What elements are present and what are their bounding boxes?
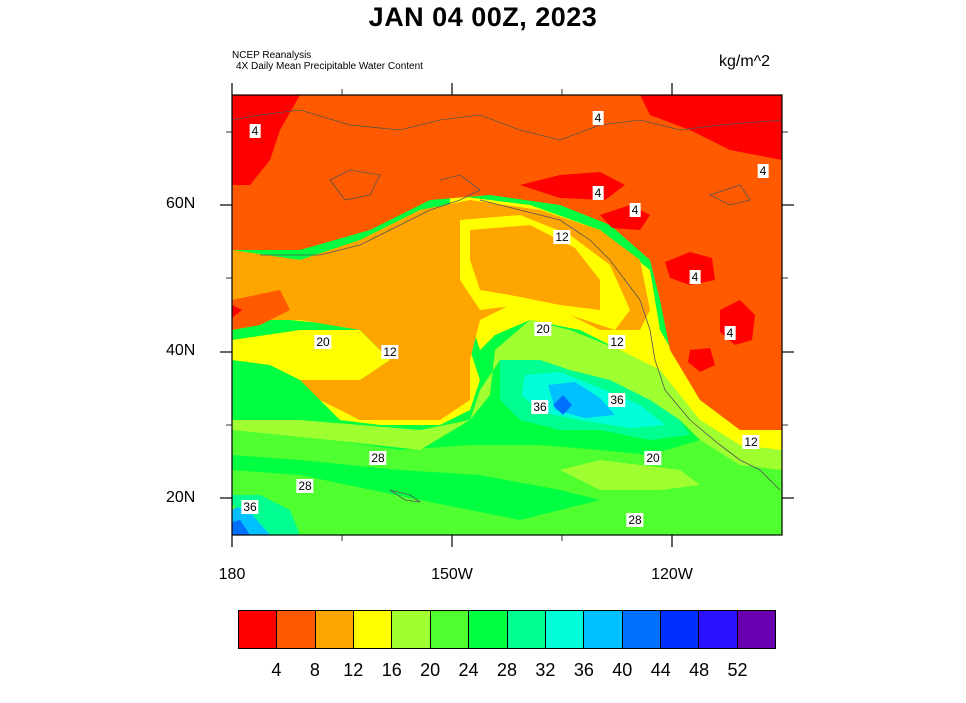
contour-label: 36 — [241, 500, 259, 514]
coastlines — [232, 109, 782, 503]
band-20-east — [560, 460, 700, 490]
plume-44 — [553, 395, 572, 415]
source-line-1: NCEP Reanalysis — [232, 50, 312, 61]
axis-ticks — [220, 83, 794, 547]
colorbar — [238, 610, 776, 649]
band-12-inner — [470, 225, 600, 310]
contour-label: 36 — [531, 400, 549, 414]
colorbar-label: 20 — [420, 660, 441, 680]
colorbar-label: 24 — [458, 660, 479, 680]
map-title: JAN 04 00Z, 2023 — [368, 2, 598, 32]
band-20 — [232, 320, 782, 470]
colorbar-label: 32 — [535, 660, 556, 680]
band-4-nw — [232, 95, 300, 185]
source-line-2: 4X Daily Mean Precipitable Water Content — [236, 61, 423, 72]
lon-label-120w: 120W — [651, 566, 693, 583]
contour-label: 36 — [608, 393, 626, 407]
colorbar-swatch — [239, 611, 278, 648]
contour-label: 12 — [553, 230, 571, 244]
colorbar-label: 28 — [496, 660, 518, 680]
band-8-west — [232, 290, 290, 330]
map-frame — [231, 94, 783, 536]
colorbar-label: 52 — [727, 660, 748, 680]
colorbar-label: 44 — [650, 660, 671, 680]
colorbar-label: 40 — [612, 660, 633, 680]
contour-label: 20 — [314, 335, 332, 349]
colorbar-label: 12 — [343, 660, 364, 680]
contour-label: 28 — [626, 513, 644, 527]
colorbar-label: 48 — [689, 660, 710, 680]
lat-label-20n: 20N — [166, 489, 196, 506]
colorbar-swatch — [430, 611, 470, 648]
contour-label: 12 — [381, 345, 399, 359]
contour-label: 4 — [592, 186, 604, 200]
colorbar-swatch — [660, 611, 700, 648]
band-4-ne — [640, 95, 782, 160]
colorbar-label: 36 — [573, 660, 594, 680]
contour-label: 12 — [608, 335, 626, 349]
colorbar-swatch — [545, 611, 585, 648]
lon-label-150w: 150W — [431, 566, 473, 583]
lon-label-180: 180 — [218, 566, 246, 583]
contour-label: 4 — [249, 124, 261, 138]
contour-label: 4 — [757, 164, 769, 178]
contour-label: 4 — [592, 111, 604, 125]
colorbar-swatch — [315, 611, 355, 648]
colorbar-swatch — [699, 611, 738, 648]
minor-ticks — [226, 89, 788, 541]
data-source-note: NCEP Reanalysis 4X Daily Mean Precipitab… — [232, 50, 423, 72]
contour-label: 20 — [644, 451, 662, 465]
colorbar-label: 16 — [381, 660, 402, 680]
contour-label: 12 — [742, 435, 760, 449]
colorbar-swatch — [392, 611, 431, 648]
band-16-west — [232, 330, 390, 380]
band-4-basin — [688, 348, 715, 372]
contour-label: 28 — [369, 451, 387, 465]
filled-contours — [232, 95, 782, 535]
contour-label: 4 — [689, 270, 701, 284]
colorbar-swatch — [469, 611, 508, 648]
lat-label-60n: 60N — [166, 195, 196, 212]
corner-44 — [232, 520, 250, 535]
contour-label: 20 — [534, 322, 552, 336]
colorbar-swatch — [584, 611, 623, 648]
colorbar-swatch — [277, 611, 316, 648]
units-label: kg/m^2 — [719, 53, 771, 70]
band-4-interior — [665, 252, 715, 285]
colorbar-swatch — [622, 611, 661, 648]
band-8 — [232, 95, 782, 430]
contour-label: 4 — [724, 326, 736, 340]
colorbar-swatch — [507, 611, 546, 648]
contour-label: 4 — [629, 203, 641, 217]
lat-label-40n: 40N — [166, 342, 196, 359]
colorbar-label: 4 — [271, 660, 282, 680]
colorbar-label: 8 — [309, 660, 320, 680]
band-4-west-edge — [232, 305, 242, 318]
colorbar-swatch — [354, 611, 393, 648]
band-24-south — [232, 470, 782, 535]
contour-label: 28 — [296, 479, 314, 493]
colorbar-swatch — [737, 611, 776, 648]
